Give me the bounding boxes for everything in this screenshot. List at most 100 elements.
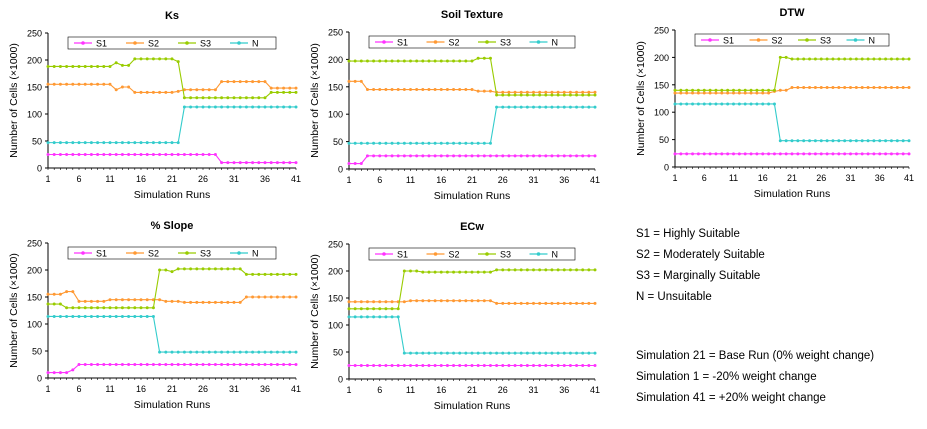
- data-point-S3: [409, 59, 412, 63]
- data-point-N: [433, 141, 437, 145]
- data-point-S2: [556, 90, 560, 94]
- data-point-S3: [907, 57, 911, 61]
- data-point-N: [501, 351, 505, 355]
- data-point-S2: [232, 300, 236, 304]
- legend-marker-S3: [185, 41, 189, 45]
- data-point-S2: [802, 86, 806, 90]
- data-point-N: [220, 105, 224, 109]
- data-point-S3: [691, 88, 695, 92]
- data-point-S3: [482, 270, 486, 274]
- data-point-S3: [482, 56, 486, 60]
- data-point-S2: [849, 86, 852, 90]
- data-point-N: [353, 315, 357, 319]
- data-point-S3: [696, 88, 700, 92]
- data-point-S3: [145, 57, 149, 61]
- data-point-S1: [755, 152, 759, 156]
- data-point-S2: [46, 292, 50, 296]
- data-point-N: [176, 350, 180, 354]
- data-point-S3: [77, 64, 81, 68]
- legend-label-S1: S1: [96, 39, 107, 49]
- data-point-S1: [568, 364, 572, 367]
- data-point-N: [439, 351, 443, 355]
- data-point-S3: [232, 96, 236, 100]
- data-point-S1: [415, 154, 419, 158]
- data-point-S1: [96, 363, 100, 366]
- data-point-S1: [176, 363, 180, 366]
- data-point-S2: [581, 90, 585, 94]
- data-point-N: [176, 141, 180, 145]
- data-point-S1: [396, 364, 400, 367]
- data-point-S3: [189, 96, 193, 100]
- data-point-S2: [439, 299, 443, 303]
- data-point-S1: [409, 364, 412, 367]
- data-point-S1: [71, 153, 75, 156]
- data-point-S1: [251, 161, 255, 165]
- data-point-S2: [238, 80, 242, 84]
- y-tick-label: 50: [333, 137, 343, 147]
- data-point-S1: [89, 153, 93, 156]
- data-point-S3: [58, 302, 62, 306]
- data-point-S3: [525, 268, 529, 272]
- data-point-S1: [452, 364, 456, 367]
- data-point-S3: [749, 88, 753, 92]
- data-point-S2: [587, 90, 591, 94]
- data-point-N: [220, 350, 224, 354]
- data-point-N: [452, 141, 456, 145]
- data-point-S1: [439, 364, 443, 367]
- data-point-S3: [189, 267, 193, 271]
- data-point-S2: [164, 90, 168, 94]
- y-tick-label: 100: [654, 108, 669, 118]
- data-point-S2: [176, 89, 180, 93]
- data-point-S1: [813, 152, 817, 156]
- data-point-N: [726, 102, 730, 106]
- data-point-S2: [133, 90, 137, 94]
- data-point-S2: [519, 301, 523, 305]
- y-tick-label: 100: [27, 320, 42, 330]
- data-point-N: [294, 350, 298, 354]
- data-point-S3: [207, 96, 211, 100]
- data-point-S3: [347, 307, 351, 311]
- data-point-S3: [476, 270, 480, 274]
- data-point-S2: [415, 88, 419, 92]
- data-point-S3: [593, 93, 597, 97]
- x-tick-label: 31: [528, 385, 538, 395]
- data-point-N: [294, 105, 298, 109]
- legend-label-S2: S2: [449, 250, 460, 260]
- data-point-S1: [708, 152, 712, 156]
- data-point-S3: [127, 63, 131, 67]
- data-point-S1: [575, 364, 579, 367]
- data-point-S3: [538, 93, 542, 97]
- data-point-N: [353, 141, 357, 145]
- data-point-S1: [556, 154, 560, 158]
- data-point-S3: [282, 272, 286, 276]
- chart-title: DTW: [779, 7, 805, 19]
- data-point-S1: [501, 364, 505, 367]
- data-point-S1: [359, 162, 363, 166]
- data-point-N: [470, 141, 474, 145]
- data-point-S2: [120, 298, 124, 302]
- data-point-N: [427, 351, 431, 355]
- data-point-S1: [550, 364, 554, 367]
- data-point-S2: [470, 299, 474, 303]
- data-point-S3: [495, 268, 499, 272]
- data-point-N: [772, 102, 776, 106]
- x-tick-label: 41: [590, 385, 600, 395]
- data-point-S3: [269, 90, 273, 94]
- data-point-S1: [802, 152, 806, 156]
- x-tick-label: 31: [845, 173, 855, 183]
- data-point-S3: [359, 59, 363, 63]
- legend-label-N: N: [552, 38, 559, 48]
- data-point-S2: [58, 292, 62, 296]
- data-point-S3: [71, 306, 75, 310]
- data-point-N: [139, 314, 143, 318]
- data-point-S2: [244, 295, 248, 299]
- data-point-S1: [195, 153, 199, 156]
- legend-box: [368, 35, 576, 49]
- legend-label-S3: S3: [200, 249, 211, 259]
- data-point-S1: [488, 364, 492, 367]
- x-tick-label: 26: [816, 173, 826, 183]
- data-point-N: [720, 102, 724, 106]
- y-tick-label: 50: [32, 137, 42, 147]
